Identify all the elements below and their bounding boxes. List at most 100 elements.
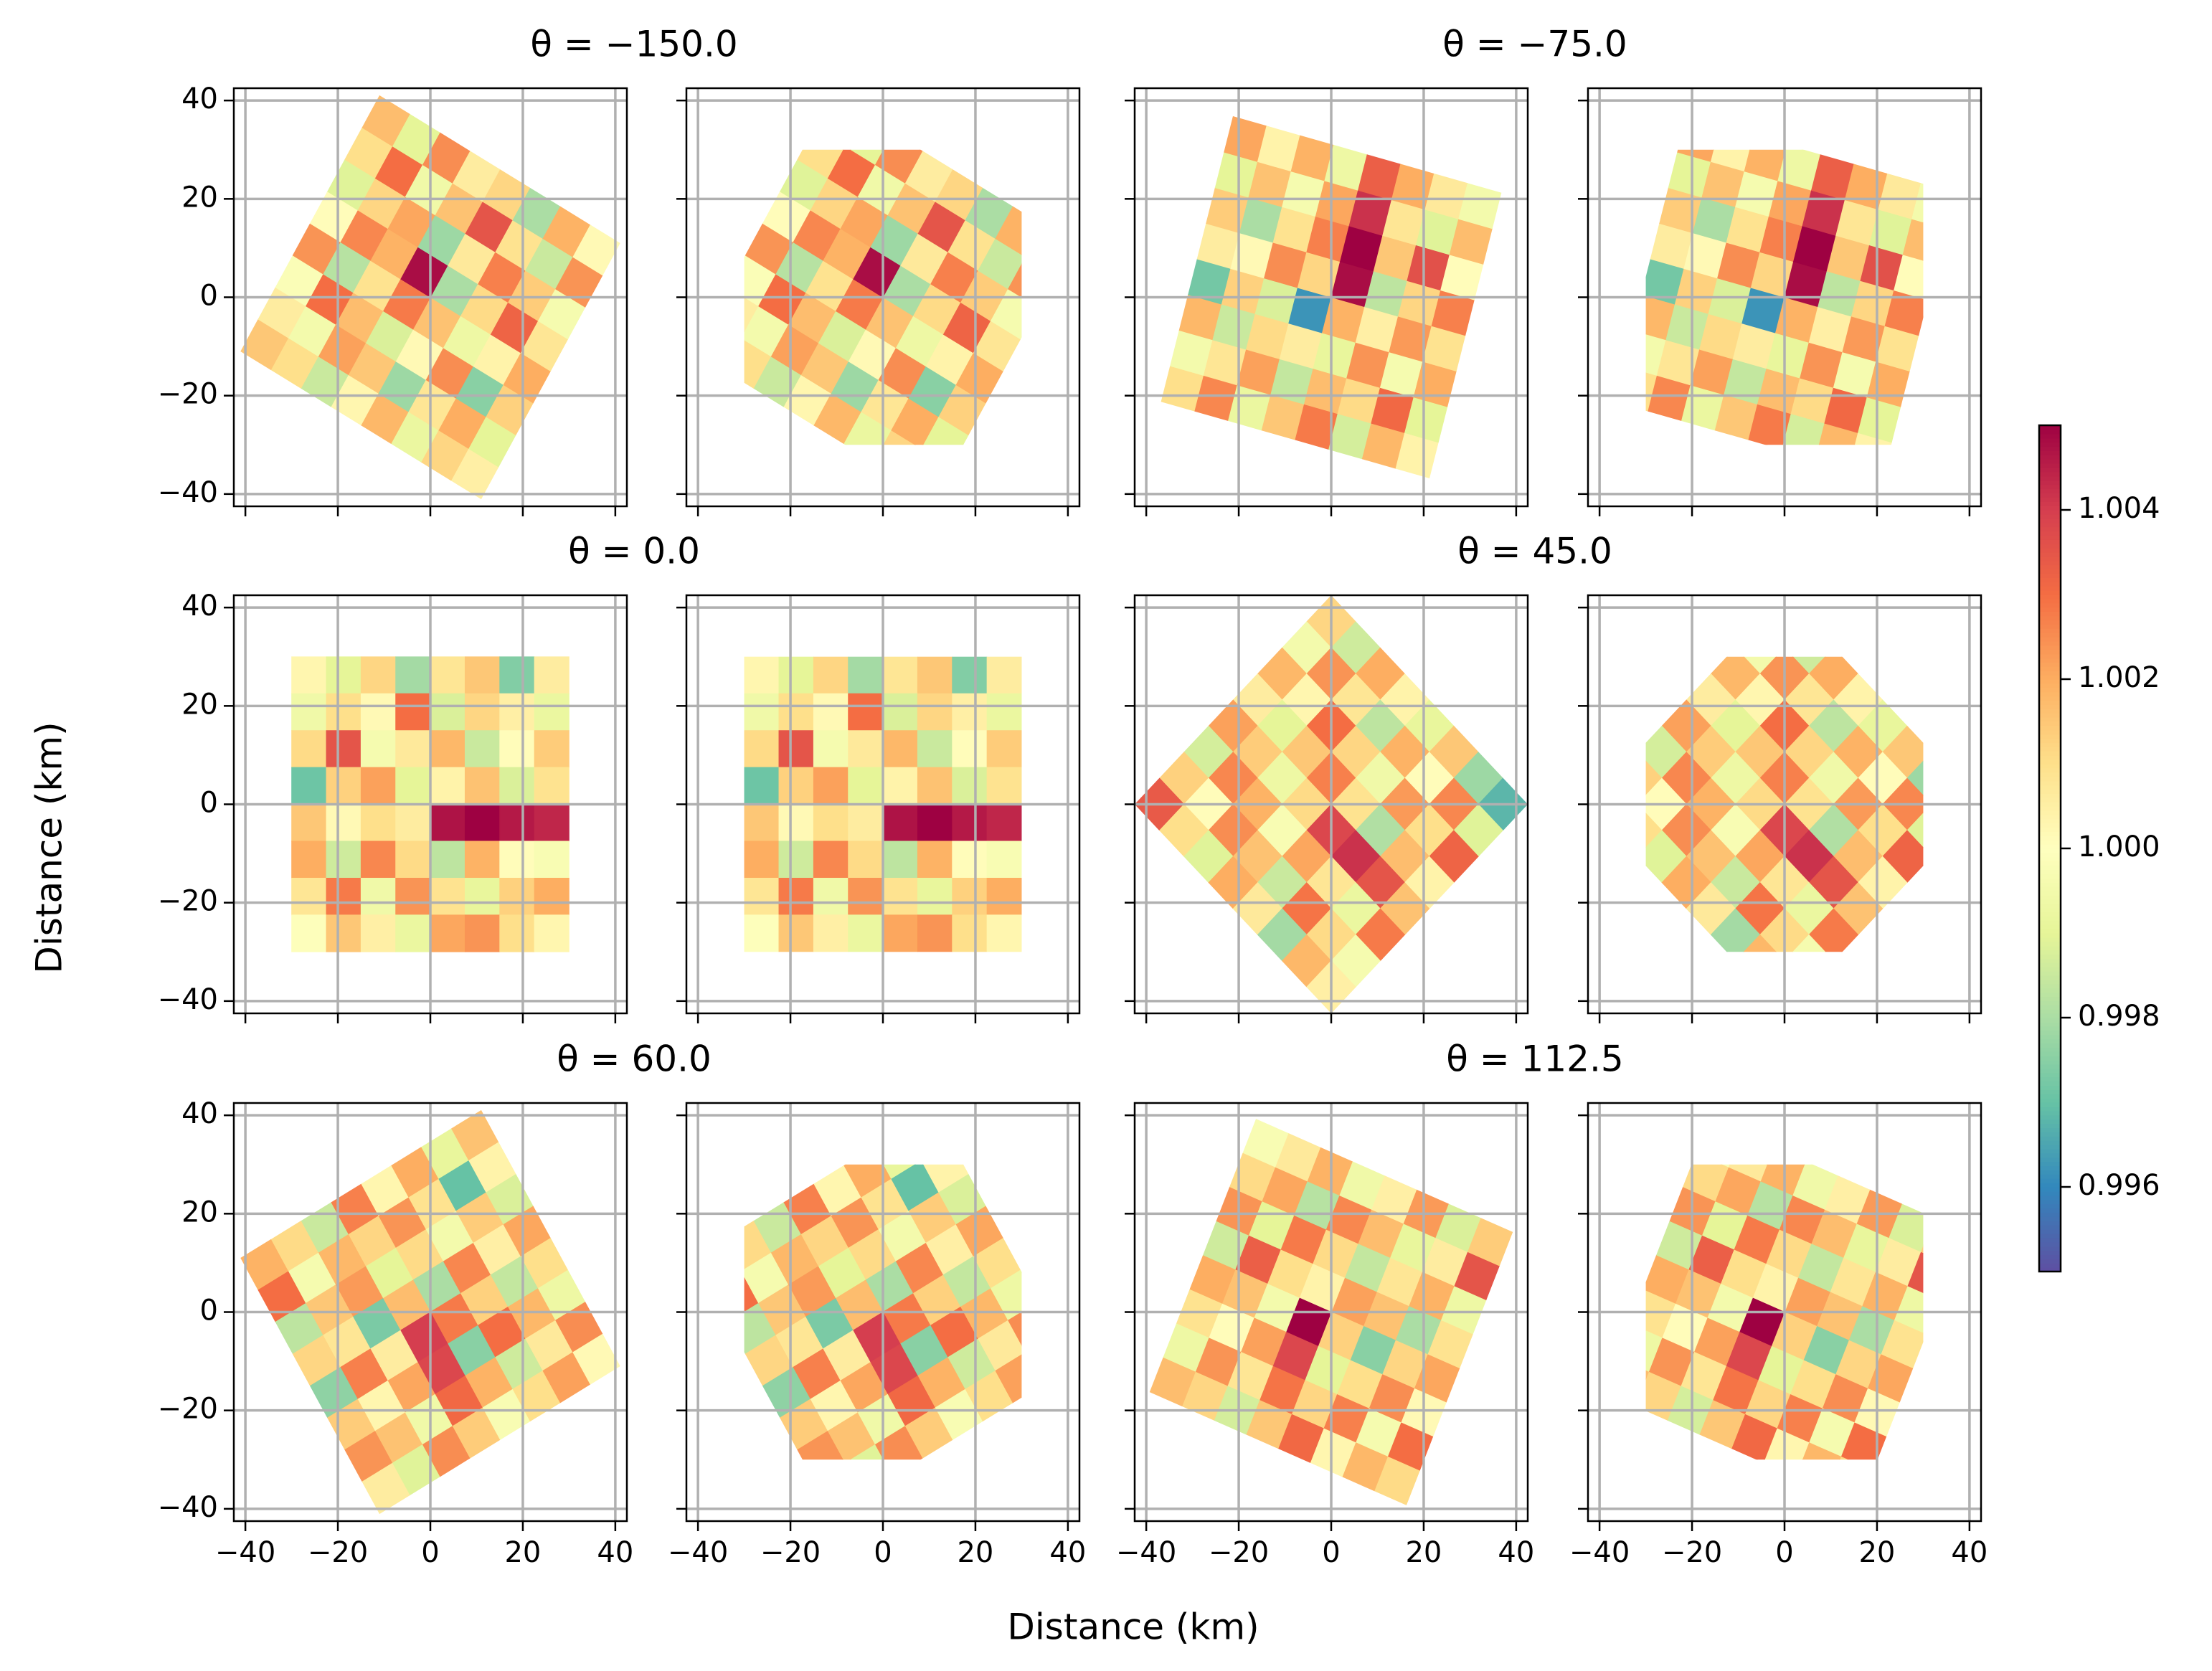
heatmap-cell <box>291 767 327 805</box>
heatmap <box>240 95 620 500</box>
colorbar-swatch <box>2039 751 2061 756</box>
colorbar-swatch <box>2039 1018 2061 1023</box>
heatmap-cell <box>534 693 569 732</box>
colorbar-swatch <box>2039 1183 2061 1188</box>
heatmap-cell <box>797 1431 843 1460</box>
panel-title: θ = 60.0 <box>557 1038 712 1080</box>
heatmap-cell <box>1677 149 1715 162</box>
colorbar-swatch <box>2039 759 2061 765</box>
panel-title: θ = 0.0 <box>568 531 700 572</box>
heatmap-cell <box>986 693 1022 732</box>
colorbar-swatch <box>2039 755 2061 760</box>
colorbar-swatch <box>2039 929 2061 934</box>
heatmap-cell <box>827 1412 876 1460</box>
colorbar-swatch <box>2039 1051 2061 1056</box>
colorbar-swatch <box>2039 734 2061 739</box>
heatmap-cell <box>464 730 501 768</box>
colorbar-swatch <box>2039 611 2061 617</box>
colorbar-swatch <box>2039 552 2061 557</box>
colorbar-swatch <box>2039 713 2061 718</box>
heatmap-cell <box>813 877 849 916</box>
heatmap-cell <box>499 767 535 805</box>
colorbar-swatch <box>2039 437 2061 443</box>
heatmap-cell <box>917 804 953 842</box>
heatmap-cell <box>534 914 569 952</box>
heatmap-cell <box>499 877 535 916</box>
colorbar-swatch <box>2039 645 2061 650</box>
x-tick-label: 20 <box>1405 1536 1442 1569</box>
heatmap-cell <box>882 693 918 732</box>
heatmap-cell <box>464 877 501 916</box>
colorbar-swatch <box>2039 840 2061 845</box>
colorbar-swatch <box>2039 675 2061 680</box>
heatmap-cell <box>360 767 397 805</box>
x-tick-label: −20 <box>760 1536 821 1569</box>
heatmap-cell <box>744 877 780 916</box>
colorbar-swatch <box>2039 501 2061 506</box>
colorbar-swatch <box>2039 683 2061 688</box>
colorbar-swatch <box>2039 975 2061 980</box>
heatmap-cell <box>952 877 988 916</box>
heatmap-cell <box>1025 224 1072 275</box>
heatmap-cell <box>917 730 953 768</box>
heatmap-cell <box>291 841 327 879</box>
colorbar-swatch <box>2039 1060 2061 1065</box>
axes-frame <box>232 1102 628 1523</box>
colorbar-swatch <box>2039 607 2061 612</box>
panel-title: θ = 45.0 <box>1457 531 1612 572</box>
heatmap-cell <box>744 804 780 842</box>
colorbar-swatch <box>2039 823 2061 828</box>
colorbar-swatch <box>2039 637 2061 642</box>
colorbar-swatch <box>2039 1094 2061 1099</box>
heatmap-cell <box>813 804 849 842</box>
heatmap-cell <box>986 877 1022 916</box>
heatmap-cell <box>464 804 501 842</box>
heatmap <box>744 656 1022 952</box>
colorbar-swatch <box>2039 506 2061 511</box>
y-tick-label: −40 <box>158 1491 218 1524</box>
heatmap-cell <box>1710 908 1761 952</box>
colorbar-swatch <box>2039 633 2061 638</box>
colorbar-swatch <box>2039 425 2061 430</box>
colorbar-swatch <box>2039 590 2061 595</box>
heatmap-cell <box>744 841 780 879</box>
heatmap-cell <box>395 693 431 732</box>
heatmap-cell <box>986 804 1022 842</box>
colorbar-swatch <box>2039 544 2061 549</box>
colorbar-tick-label: 1.000 <box>2078 830 2160 863</box>
heatmap-cell <box>815 95 862 146</box>
heatmap-cell <box>326 656 361 694</box>
y-tick-label: 40 <box>181 590 218 623</box>
heatmap-cell <box>360 656 397 694</box>
heatmap-cell <box>744 914 780 952</box>
heatmap-cell <box>744 730 780 768</box>
colorbar-swatch <box>2039 1241 2061 1247</box>
colorbar-swatch <box>2039 446 2061 451</box>
heatmap-cell <box>291 877 327 916</box>
panel-title: θ = 112.5 <box>1446 1038 1623 1080</box>
heatmap-cell <box>499 730 535 768</box>
colorbar-swatch <box>2039 1208 2061 1213</box>
heatmap-cell <box>499 656 535 694</box>
y-tick-label: 20 <box>181 181 218 214</box>
heatmap-cell <box>778 914 814 952</box>
x-tick-label: −20 <box>1662 1536 1722 1569</box>
colorbar-swatch <box>2039 704 2061 709</box>
colorbar-swatch <box>2039 1221 2061 1226</box>
heatmap-cell <box>848 804 884 842</box>
colorbar-swatch <box>2039 729 2061 735</box>
heatmap-cell <box>534 841 569 879</box>
heatmap-cell <box>534 804 569 842</box>
colorbar-swatch <box>2039 450 2061 455</box>
colorbar-swatch <box>2039 861 2061 866</box>
colorbar-swatch <box>2039 1178 2061 1183</box>
colorbar-swatch <box>2039 1009 2061 1014</box>
heatmap-cell <box>744 1221 772 1270</box>
heatmap-cell <box>1458 183 1502 229</box>
heatmap-cell <box>1710 149 1751 172</box>
colorbar-swatch <box>2039 874 2061 879</box>
heatmap-cell <box>326 804 361 842</box>
heatmap-cell <box>430 914 465 952</box>
colorbar-swatch <box>2039 429 2061 435</box>
colorbar-swatch <box>2039 1119 2061 1125</box>
